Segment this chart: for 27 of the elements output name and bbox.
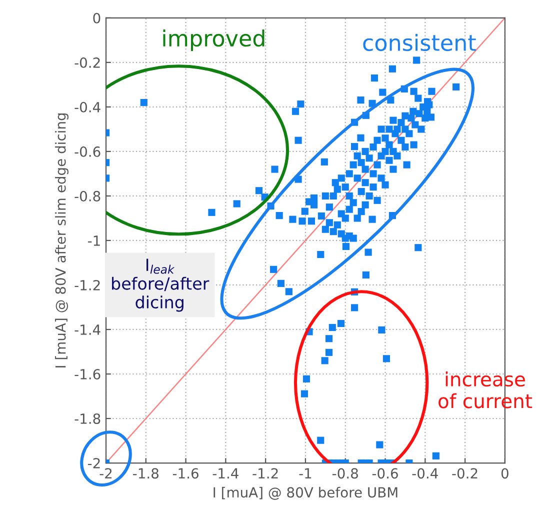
- x-tick-label: -0.2: [452, 468, 478, 479]
- x-tick-label: -1.6: [172, 468, 198, 479]
- y-tick-label: -2: [88, 458, 100, 468]
- y-tick-label: -1.8: [74, 413, 100, 424]
- y-tick-label: -0.8: [74, 190, 100, 202]
- annotation: I$_{leak}$ before/after dicing: [112, 258, 210, 312]
- annotation: improved: [163, 29, 264, 51]
- x-tick-label: -0.4: [412, 468, 438, 479]
- x-tick-label: 0: [501, 468, 508, 479]
- x-tick-label: -0.6: [372, 468, 398, 479]
- y-tick-label: -1: [88, 236, 100, 246]
- x-tick-label: -1.2: [252, 468, 278, 478]
- y-tick-label: -0.4: [74, 102, 100, 112]
- x-tick-label: -0.8: [332, 468, 358, 479]
- x-axis-title: I [muA] @ 80V before UBM: [214, 486, 398, 500]
- y-axis-title: I [muA] @ 80V after slim edge dicing: [55, 113, 68, 368]
- x-tick-label: -2: [100, 468, 112, 478]
- y-tick-label: -1.4: [74, 324, 100, 335]
- y-tick-label: -0.2: [74, 57, 100, 68]
- x-tick-label: -1.4: [212, 468, 238, 478]
- y-tick-label: 0: [93, 12, 100, 24]
- y-tick-label: -1.6: [74, 368, 100, 380]
- x-tick-label: -1: [299, 468, 312, 478]
- y-tick-label: -1.2: [74, 280, 100, 290]
- annotation: consistent: [363, 34, 476, 52]
- y-tick-label: -0.6: [74, 146, 100, 157]
- x-tick-label: -1.8: [133, 468, 158, 479]
